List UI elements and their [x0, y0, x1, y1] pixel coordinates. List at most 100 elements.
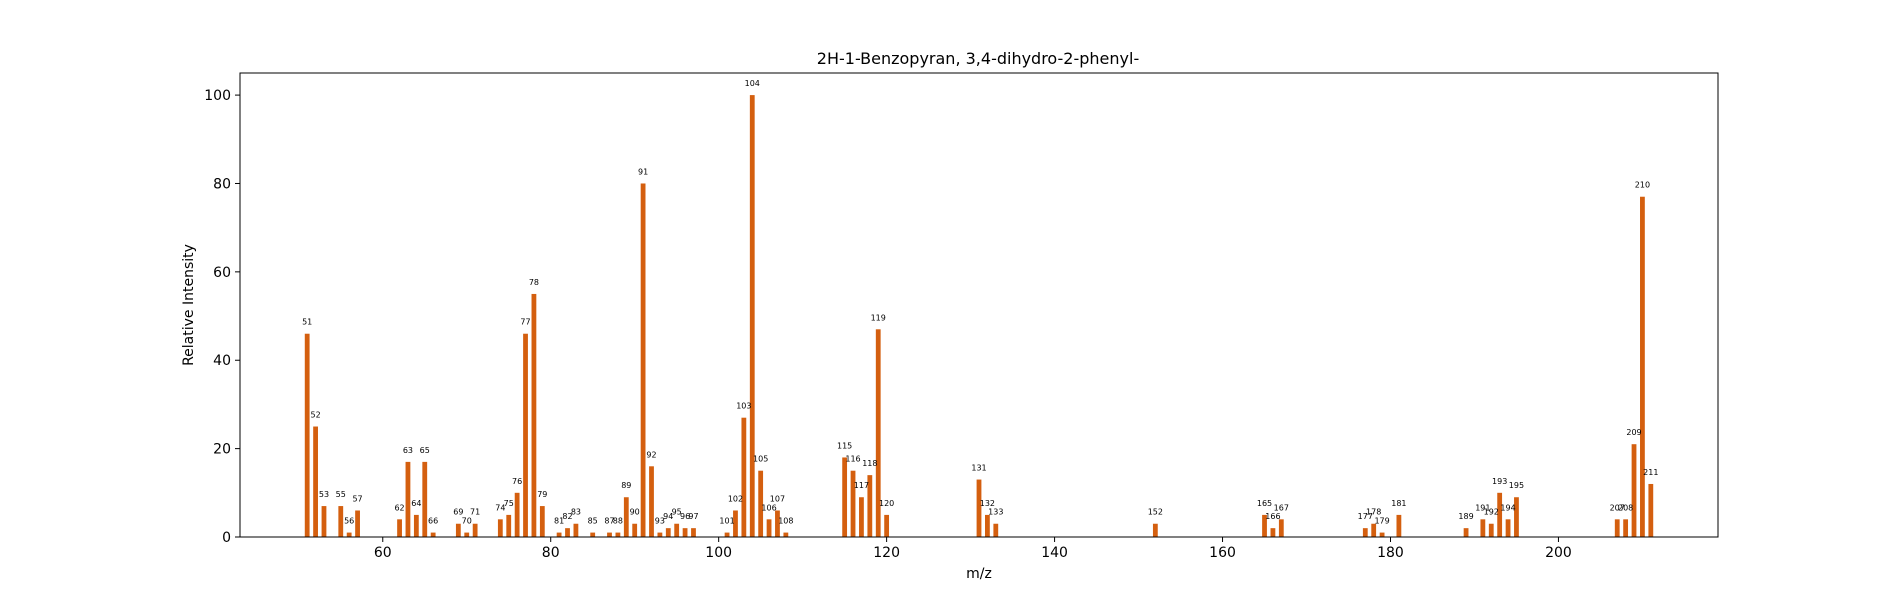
bar-label-mz-192: 192 — [1484, 508, 1499, 517]
bar-mz-97 — [691, 528, 696, 537]
x-tick-label: 100 — [705, 545, 732, 561]
bar-label-mz-178: 178 — [1366, 508, 1381, 517]
bar-mz-133 — [993, 523, 999, 537]
bar-label-mz-103: 103 — [736, 402, 751, 411]
bar-label-mz-91: 91 — [638, 167, 648, 176]
x-axis-label: m/z — [966, 566, 992, 582]
y-tick-label: 80 — [213, 176, 231, 192]
bar-label-mz-101: 101 — [719, 517, 734, 526]
bar-mz-75 — [506, 514, 512, 537]
bar-mz-64 — [413, 514, 419, 537]
bar-label-mz-209: 209 — [1626, 428, 1641, 437]
bar-label-mz-90: 90 — [630, 508, 640, 517]
bar-mz-211 — [1648, 483, 1654, 537]
bar-label-mz-64: 64 — [411, 499, 421, 508]
bar-mz-209 — [1631, 444, 1637, 537]
x-tick-label: 120 — [873, 545, 900, 561]
bar-label-mz-208: 208 — [1618, 503, 1633, 512]
bar-mz-87 — [607, 532, 612, 537]
bar-label-mz-102: 102 — [728, 494, 743, 503]
bar-mz-105 — [758, 470, 764, 537]
bar-mz-192 — [1488, 523, 1494, 537]
bar-mz-69 — [455, 523, 461, 537]
bar-mz-132 — [985, 514, 990, 537]
bar-label-mz-94: 94 — [663, 512, 673, 521]
bar-mz-71 — [472, 523, 478, 537]
bar-label-mz-87: 87 — [604, 517, 614, 526]
bar-label-mz-63: 63 — [403, 446, 413, 455]
bar-mz-210 — [1640, 196, 1645, 538]
bar-label-mz-195: 195 — [1509, 481, 1524, 490]
bar-label-mz-97: 97 — [688, 512, 698, 521]
bar-mz-65 — [422, 461, 428, 537]
bar-mz-92 — [649, 466, 654, 537]
bar-label-mz-57: 57 — [352, 494, 362, 503]
bar-label-mz-211: 211 — [1643, 468, 1658, 477]
bar-mz-179 — [1379, 532, 1385, 537]
x-tick-label: 200 — [1545, 545, 1572, 561]
bar-label-mz-105: 105 — [753, 455, 768, 464]
bar-label-mz-52: 52 — [310, 411, 320, 420]
bar-mz-115 — [842, 457, 848, 537]
bar-label-mz-165: 165 — [1257, 499, 1272, 508]
bar-label-mz-117: 117 — [854, 481, 869, 490]
bar-label-mz-79: 79 — [537, 490, 547, 499]
bar-label-mz-193: 193 — [1492, 477, 1507, 486]
y-tick-label: 0 — [222, 530, 231, 546]
bar-label-mz-96: 96 — [680, 512, 690, 521]
bar-mz-55 — [338, 506, 344, 537]
x-tick-label: 80 — [542, 545, 560, 561]
bar-mz-63 — [405, 461, 411, 537]
plot-frame — [239, 72, 1719, 538]
bar-mz-102 — [733, 510, 738, 537]
bar-mz-85 — [590, 532, 596, 537]
bar-mz-53 — [321, 506, 327, 537]
bar-mz-79 — [539, 506, 545, 537]
bar-label-mz-119: 119 — [871, 313, 886, 322]
y-tick-label: 100 — [204, 88, 231, 104]
bar-label-mz-88: 88 — [613, 517, 623, 526]
bar-mz-77 — [523, 333, 528, 537]
bar-mz-74 — [497, 519, 503, 537]
bar-mz-62 — [397, 519, 402, 537]
bar-mz-93 — [657, 532, 663, 537]
bar-label-mz-191: 191 — [1475, 503, 1490, 512]
bar-label-mz-53: 53 — [319, 490, 329, 499]
bar-label-mz-55: 55 — [336, 490, 346, 499]
bar-label-mz-83: 83 — [571, 508, 581, 517]
bar-label-mz-104: 104 — [745, 79, 760, 88]
bar-mz-193 — [1497, 492, 1503, 537]
bar-label-mz-177: 177 — [1358, 512, 1373, 521]
bar-mz-195 — [1514, 497, 1519, 537]
x-tick-label: 60 — [374, 545, 392, 561]
bar-label-mz-51: 51 — [302, 318, 312, 327]
bar-mz-106 — [766, 519, 772, 537]
bar-label-mz-93: 93 — [655, 517, 665, 526]
bar-label-mz-132: 132 — [980, 499, 995, 508]
bar-label-mz-167: 167 — [1274, 503, 1289, 512]
bar-mz-208 — [1623, 519, 1629, 537]
bar-mz-152 — [1152, 523, 1158, 537]
bar-label-mz-77: 77 — [520, 318, 530, 327]
bar-mz-131 — [976, 479, 982, 537]
bar-label-mz-69: 69 — [453, 508, 463, 517]
bar-label-mz-65: 65 — [420, 446, 430, 455]
bar-mz-166 — [1270, 528, 1276, 537]
bar-label-mz-152: 152 — [1148, 508, 1163, 517]
bar-label-mz-95: 95 — [672, 508, 682, 517]
y-axis-ticks: 0 20 40 60 80 100 — [204, 88, 240, 546]
bar-label-mz-74: 74 — [495, 503, 505, 512]
bar-label-mz-75: 75 — [504, 499, 514, 508]
bar-label-mz-166: 166 — [1265, 512, 1280, 521]
bar-mz-116 — [850, 470, 856, 537]
bar-label-mz-179: 179 — [1374, 517, 1389, 526]
bar-label-mz-56: 56 — [344, 517, 354, 526]
bar-mz-82 — [565, 528, 570, 537]
bar-label-mz-115: 115 — [837, 441, 852, 450]
bar-mz-178 — [1371, 523, 1377, 537]
bar-label-mz-181: 181 — [1391, 499, 1406, 508]
bar-label-mz-189: 189 — [1458, 512, 1473, 521]
bar-label-mz-207: 207 — [1610, 503, 1625, 512]
bar-mz-66 — [430, 532, 436, 537]
